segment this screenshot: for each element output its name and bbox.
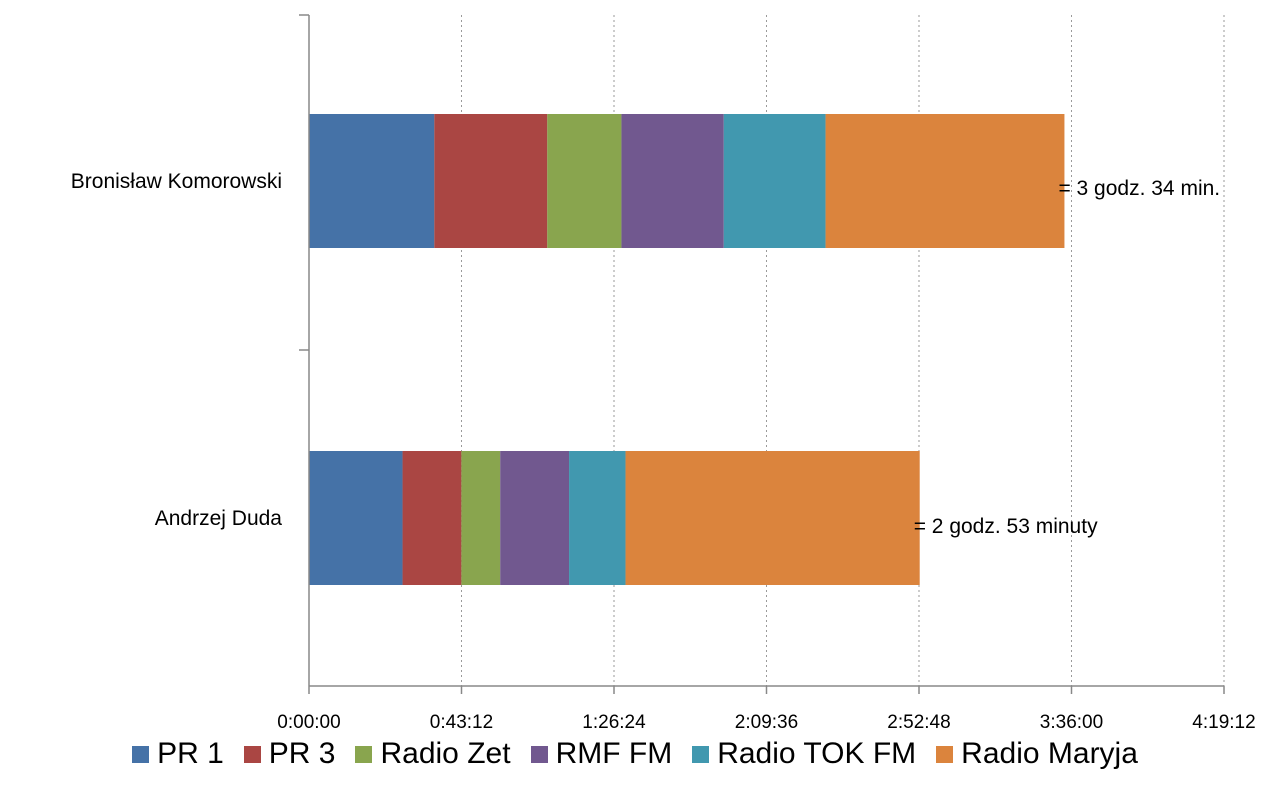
bar-segment bbox=[461, 451, 501, 585]
legend-item: Radio Zet bbox=[355, 737, 511, 771]
x-tick-label: 2:09:36 bbox=[735, 712, 798, 730]
bar-segment bbox=[569, 451, 626, 585]
labels: 0:00:00 0:43:12 1:26:24 2:09:36 2:52:48 3:36:… bbox=[71, 170, 1256, 730]
legend-item: RMF FM bbox=[530, 737, 673, 771]
legend-item: Radio Maryja bbox=[936, 737, 1138, 771]
legend-item: Radio TOK FM bbox=[692, 737, 916, 771]
bar-segment bbox=[825, 114, 1065, 248]
bar-segment bbox=[723, 114, 826, 248]
bar-segment bbox=[402, 451, 462, 585]
bar-segment bbox=[500, 451, 570, 585]
legend-label: PR 3 bbox=[268, 737, 336, 770]
legend-swatch bbox=[692, 745, 710, 763]
bar-segment bbox=[309, 114, 435, 248]
category-label: Andrzej Duda bbox=[155, 507, 283, 530]
legend-swatch bbox=[132, 745, 150, 763]
legend-label: Radio Maryja bbox=[961, 737, 1138, 770]
legend-swatch bbox=[243, 745, 261, 763]
chart: 0:00:00 0:43:12 1:26:24 2:09:36 2:52:48 3:36:… bbox=[71, 14, 1256, 730]
x-tick-label: 3:36:00 bbox=[1040, 712, 1103, 730]
bar-segment bbox=[547, 114, 622, 248]
legend-swatch bbox=[530, 745, 548, 763]
x-tick-label: 2:52:48 bbox=[887, 712, 950, 730]
bars bbox=[309, 114, 1065, 585]
total-label: = 2 godz. 53 minuty bbox=[914, 515, 1098, 538]
bar-segment bbox=[625, 451, 920, 585]
x-tick-label: 1:26:24 bbox=[582, 712, 646, 730]
total-label: = 3 godz. 34 min. bbox=[1058, 177, 1220, 200]
legend-label: Radio TOK FM bbox=[717, 737, 917, 770]
legend-swatch bbox=[355, 745, 373, 763]
legend-item: PR 1 bbox=[132, 737, 224, 771]
legend-label: Radio Zet bbox=[380, 737, 511, 770]
x-tick-label: 4:19:12 bbox=[1192, 712, 1255, 730]
legend-label: PR 1 bbox=[157, 737, 224, 770]
legend-item: PR 3 bbox=[243, 737, 336, 771]
axis-ticks bbox=[299, 14, 1225, 694]
legend-swatch bbox=[936, 745, 954, 763]
legend: PR 1 PR 3 Radio Zet RMF FM Radio TOK FM Radio… bbox=[0, 737, 1270, 771]
x-tick-label: 0:00:00 bbox=[277, 712, 340, 730]
bar-segment bbox=[434, 114, 548, 248]
x-tick-label: 0:43:12 bbox=[430, 712, 493, 730]
bar-segment bbox=[621, 114, 724, 248]
category-label: Bronisław Komorowski bbox=[71, 170, 282, 193]
legend-label: RMF FM bbox=[555, 737, 673, 770]
bar-segment bbox=[309, 451, 403, 585]
